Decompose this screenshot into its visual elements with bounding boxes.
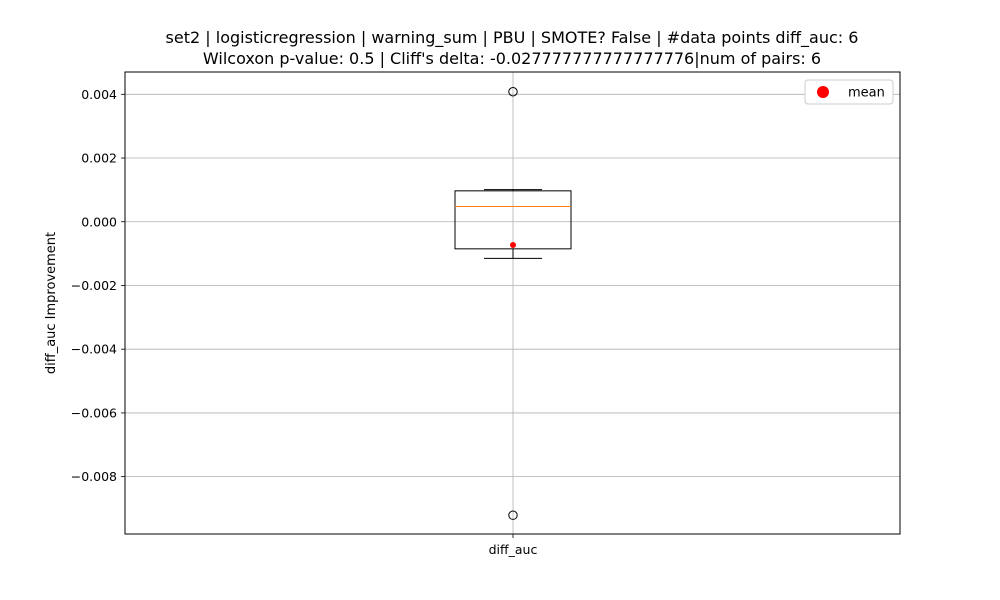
- y-tick-label: −0.008: [71, 469, 117, 484]
- grid-layer: [125, 72, 900, 534]
- y-tick-label: 0.004: [81, 87, 117, 102]
- y-tick-label: −0.006: [71, 405, 117, 420]
- plot-area-frame: [124, 71, 901, 535]
- legend-mean-label: mean: [848, 86, 885, 101]
- chart-title: set2 | logisticregression | warning_sum …: [166, 28, 859, 48]
- y-tick-label: −0.004: [71, 342, 117, 357]
- y-tick-label: −0.002: [71, 278, 117, 293]
- chart-subtitle: Wilcoxon p-value: 0.5 | Cliff's delta: -…: [203, 49, 821, 68]
- legend-mean-marker: [817, 86, 829, 98]
- box-layer: [454, 87, 572, 520]
- outlier-point: [508, 87, 518, 97]
- x-tick-label: diff_auc: [489, 542, 538, 557]
- tick-layer: 0.004 0.002 0.000 −0.002 −0.004 −0.006 −0.008 d…: [71, 87, 538, 557]
- y-tick-label: 0.000: [81, 214, 117, 229]
- legend-frame: [804, 79, 894, 105]
- y-tick-label: 0.002: [81, 151, 117, 166]
- outlier-point: [508, 510, 518, 520]
- legend: mean: [804, 79, 894, 105]
- box-iqr: [454, 190, 572, 250]
- y-axis-label: diff_auc Improvement: [44, 232, 59, 374]
- mean-marker: [510, 242, 516, 249]
